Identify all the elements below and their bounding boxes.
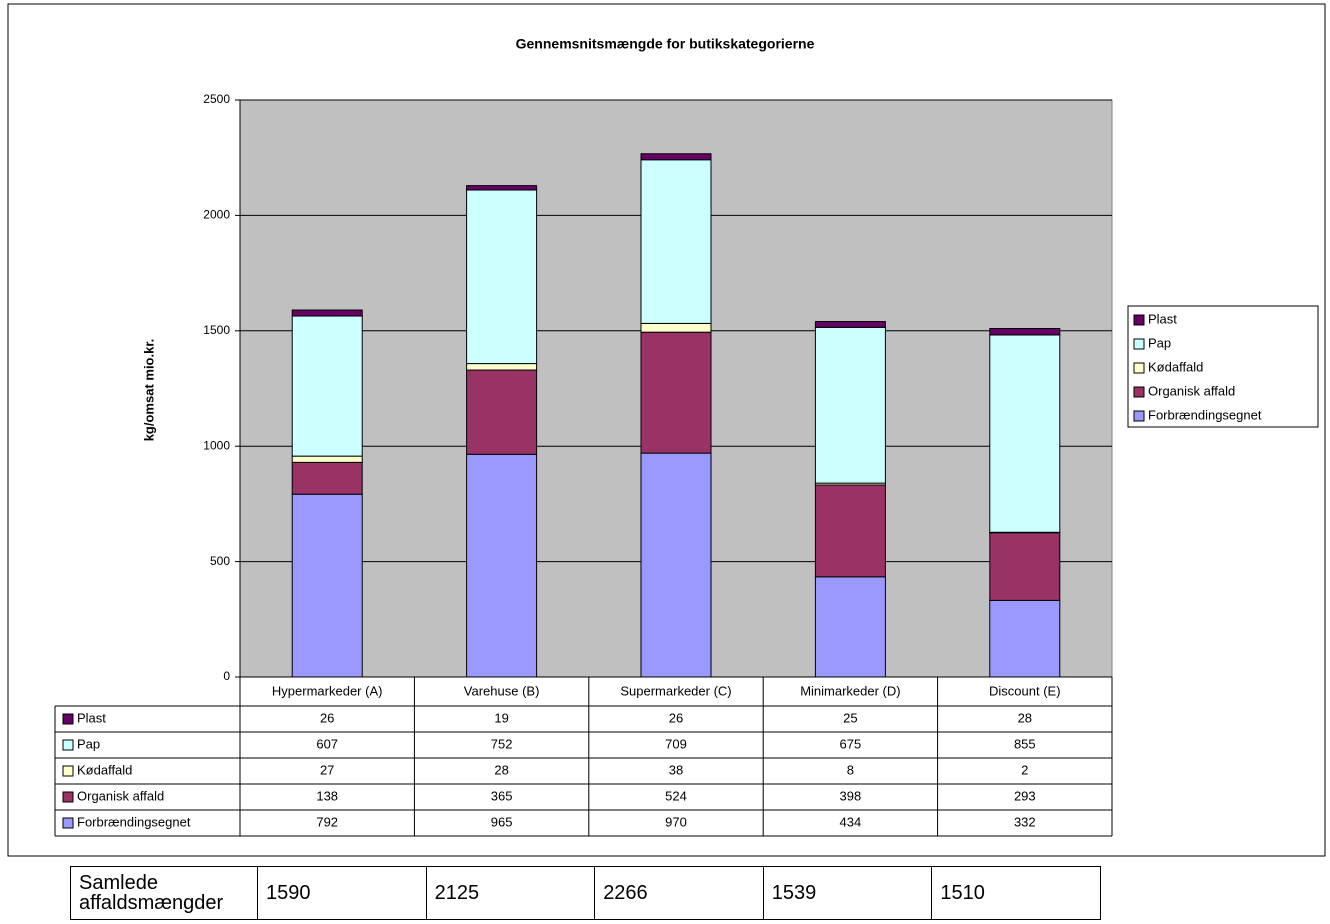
bar-segment bbox=[466, 185, 538, 191]
table-value: 752 bbox=[491, 736, 513, 751]
legend-label: Organisk affald bbox=[1148, 383, 1235, 398]
y-tick-label: 2500 bbox=[203, 92, 230, 106]
total-value: 1590 bbox=[257, 866, 427, 920]
table-value: 25 bbox=[843, 710, 857, 725]
y-tick-label: 1000 bbox=[203, 438, 230, 452]
legend-swatch bbox=[1133, 362, 1145, 374]
total-value: 2266 bbox=[594, 866, 764, 920]
bar-segment bbox=[291, 493, 363, 678]
table-value: 855 bbox=[1014, 736, 1036, 751]
table-row-label: Pap bbox=[77, 736, 100, 751]
table-value: 365 bbox=[491, 788, 513, 803]
bar-segment bbox=[814, 484, 886, 578]
table-value: 970 bbox=[665, 814, 687, 829]
legend-label: Forbrændingsegnet bbox=[1148, 407, 1262, 422]
table-row-label: Organisk affald bbox=[77, 788, 164, 803]
legend-label: Pap bbox=[1148, 335, 1171, 350]
y-tick-label: 2000 bbox=[203, 208, 230, 222]
totals-table: Samlede affaldsmængder 1590 2125 2266 15… bbox=[70, 866, 1101, 920]
table-value: 709 bbox=[665, 736, 687, 751]
table-value: 138 bbox=[316, 788, 338, 803]
legend-swatch bbox=[1133, 338, 1145, 350]
bar-segment bbox=[989, 327, 1061, 336]
y-axis-label: kg/omsat mio.kr. bbox=[141, 339, 156, 442]
legend-swatch bbox=[62, 739, 74, 751]
bar-segment bbox=[989, 532, 1061, 601]
legend-swatch bbox=[62, 817, 74, 829]
y-tick-label: 0 bbox=[223, 669, 230, 683]
table-value: 332 bbox=[1014, 814, 1036, 829]
bar-segment bbox=[466, 189, 538, 365]
y-tick-label: 500 bbox=[210, 554, 230, 568]
bar-segment bbox=[466, 369, 538, 455]
legend-swatch bbox=[62, 713, 74, 725]
table-row-label: Plast bbox=[77, 710, 106, 725]
bar-segment bbox=[291, 315, 363, 457]
x-tick-label: Supermarkeder (C) bbox=[620, 683, 731, 698]
table-value: 2 bbox=[1021, 762, 1028, 777]
legend-swatch bbox=[1133, 386, 1145, 398]
table-value: 28 bbox=[1018, 710, 1032, 725]
table-value: 607 bbox=[316, 736, 338, 751]
y-tick-label: 1500 bbox=[203, 323, 230, 337]
total-value: 1539 bbox=[762, 866, 933, 920]
table-value: 792 bbox=[316, 814, 338, 829]
table-value: 965 bbox=[491, 814, 513, 829]
bar-segment bbox=[640, 153, 712, 161]
bar-segment bbox=[989, 334, 1061, 533]
bar-segment bbox=[640, 159, 712, 324]
table-value: 28 bbox=[494, 762, 508, 777]
table-row-label: Kødaffald bbox=[77, 762, 132, 777]
x-tick-label: Minimarkeder (D) bbox=[800, 683, 900, 698]
table-value: 524 bbox=[665, 788, 687, 803]
bar-segment bbox=[640, 331, 712, 454]
bar-segment bbox=[466, 363, 538, 371]
table-value: 434 bbox=[840, 814, 862, 829]
x-tick-label: Varehuse (B) bbox=[464, 683, 540, 698]
x-tick-label: Hypermarkeder (A) bbox=[272, 683, 383, 698]
chart: Gennemsnitsmængde for butikskategorierne… bbox=[7, 3, 1326, 857]
bar-segment bbox=[640, 452, 712, 678]
bar-segment bbox=[466, 453, 538, 678]
legend-swatch bbox=[1133, 314, 1145, 326]
table-row-label: Forbrændingsegnet bbox=[77, 814, 191, 829]
chart-title: Gennemsnitsmængde for butikskategorierne bbox=[516, 36, 815, 52]
legend-label: Plast bbox=[1148, 311, 1177, 326]
bar-segment bbox=[291, 309, 363, 317]
legend-swatch bbox=[62, 791, 74, 803]
totals-row: Samlede affaldsmængder 1590 2125 2266 15… bbox=[70, 866, 1101, 920]
totals-label: Samlede affaldsmængder bbox=[70, 866, 258, 920]
legend-swatch bbox=[1133, 410, 1145, 422]
legend-box bbox=[1127, 305, 1319, 428]
legend-label: Kødaffald bbox=[1148, 359, 1203, 374]
table-value: 26 bbox=[320, 710, 334, 725]
table-value: 675 bbox=[840, 736, 862, 751]
bar-segment bbox=[291, 455, 363, 463]
total-value: 2125 bbox=[425, 866, 596, 920]
bar-segment bbox=[814, 321, 886, 328]
table-value: 293 bbox=[1014, 788, 1036, 803]
bar-segment bbox=[814, 576, 886, 678]
table-value: 19 bbox=[494, 710, 508, 725]
table-value: 398 bbox=[840, 788, 862, 803]
x-tick-label: Discount (E) bbox=[989, 683, 1061, 698]
bar-segment bbox=[640, 322, 712, 333]
bar-segment bbox=[814, 326, 886, 484]
table-value: 8 bbox=[847, 762, 854, 777]
legend-swatch bbox=[62, 765, 74, 777]
total-value: 1510 bbox=[931, 866, 1101, 920]
table-value: 26 bbox=[669, 710, 683, 725]
table-value: 27 bbox=[320, 762, 334, 777]
bar-segment bbox=[989, 599, 1061, 678]
table-value: 38 bbox=[669, 762, 683, 777]
bar-segment bbox=[291, 461, 363, 495]
